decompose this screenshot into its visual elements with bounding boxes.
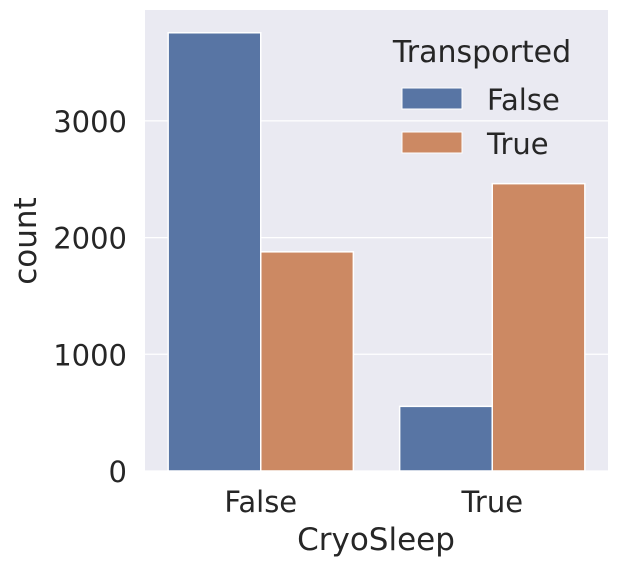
x-axis-label: CryoSleep xyxy=(297,522,455,558)
legend-entries: False True xyxy=(401,83,560,161)
bar xyxy=(398,405,493,472)
x-tick-label: False xyxy=(224,485,297,519)
y-tick-label: 2000 xyxy=(53,222,127,256)
bar xyxy=(260,251,355,472)
y-tick-labels: 0 1000 2000 3000 xyxy=(53,105,127,489)
y-tick-label: 0 xyxy=(109,455,127,489)
legend-label: False xyxy=(487,83,560,117)
y-tick-label: 1000 xyxy=(53,338,127,372)
y-axis-label: count xyxy=(8,197,44,284)
legend-title: Transported xyxy=(392,35,571,70)
y-tick-label: 3000 xyxy=(53,105,127,139)
x-tick-label: True xyxy=(460,485,523,519)
bar xyxy=(167,32,262,472)
legend-label: True xyxy=(486,127,549,161)
x-tick-labels: False True xyxy=(224,485,523,519)
legend: Transported False True xyxy=(392,35,571,161)
bar xyxy=(491,182,586,472)
bars xyxy=(167,32,586,472)
legend-swatch xyxy=(401,87,463,110)
legend-swatch xyxy=(401,131,463,154)
